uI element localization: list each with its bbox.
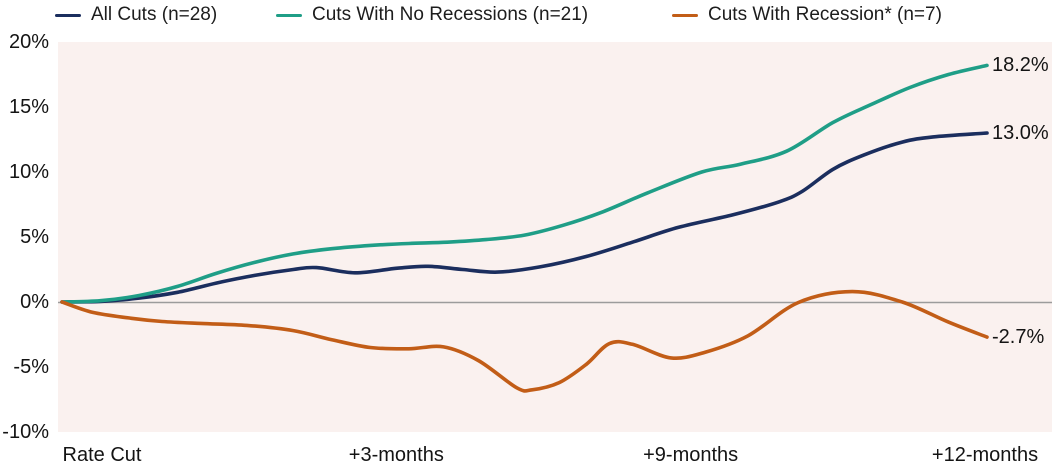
y-tick-label-15pct: 15% xyxy=(8,96,49,118)
legend-label-recession: Cuts With Recession* (n=7) xyxy=(708,4,942,25)
y-tick-label-neg10pct: -10% xyxy=(2,421,49,443)
legend-line-swatch-all-cuts xyxy=(55,13,81,17)
plot-area xyxy=(58,42,1052,432)
legend-label-no-recessions: Cuts With No Recessions (n=21) xyxy=(312,4,589,25)
end-value-label-2: -2.7% xyxy=(992,326,1045,349)
end-value-label-1: 18.2% xyxy=(992,54,1049,77)
y-tick-label-20pct: 20% xyxy=(8,31,49,53)
y-tick-label-5pct: 5% xyxy=(20,226,49,248)
legend-item-recession: Cuts With Recession* (n=7) xyxy=(672,4,942,26)
y-tick-label-0pct: 0% xyxy=(20,291,49,313)
x-tick-label-12-months: +12-months xyxy=(931,444,1039,466)
y-tick-label-10pct: 10% xyxy=(8,161,49,183)
x-tick-label-3-months: +3-months xyxy=(348,444,444,466)
series-line-2-cuts-with-recession-n-7 xyxy=(60,289,989,393)
legend-line-swatch-recession xyxy=(672,13,698,17)
x-tick-label-9-months: +9-months xyxy=(643,444,739,466)
legend-label-all-cuts: All Cuts (n=28) xyxy=(91,4,218,25)
y-tick-label-neg5pct: -5% xyxy=(13,356,49,378)
series-line-0-all-cuts-n-28 xyxy=(60,131,989,304)
legend-line-swatch-no-recessions xyxy=(276,13,302,17)
x-tick-label-rate-cut: Rate Cut xyxy=(62,444,142,466)
end-value-label-0: 13.0% xyxy=(992,122,1049,144)
legend-item-no-recessions: Cuts With No Recessions (n=21) xyxy=(276,4,588,26)
legend-item-all-cuts: All Cuts (n=28) xyxy=(55,4,217,26)
series-line-1-cuts-with-no-recessions-n-21 xyxy=(60,63,989,304)
